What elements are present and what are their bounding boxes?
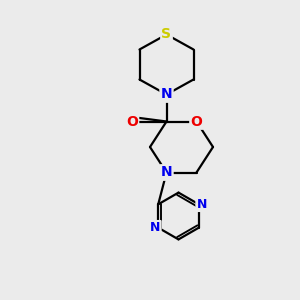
Text: O: O (190, 115, 202, 128)
Text: N: N (150, 221, 160, 234)
Text: S: S (161, 28, 172, 41)
Text: O: O (126, 115, 138, 128)
Text: N: N (196, 198, 207, 211)
Text: N: N (161, 88, 172, 101)
Text: N: N (161, 166, 172, 179)
